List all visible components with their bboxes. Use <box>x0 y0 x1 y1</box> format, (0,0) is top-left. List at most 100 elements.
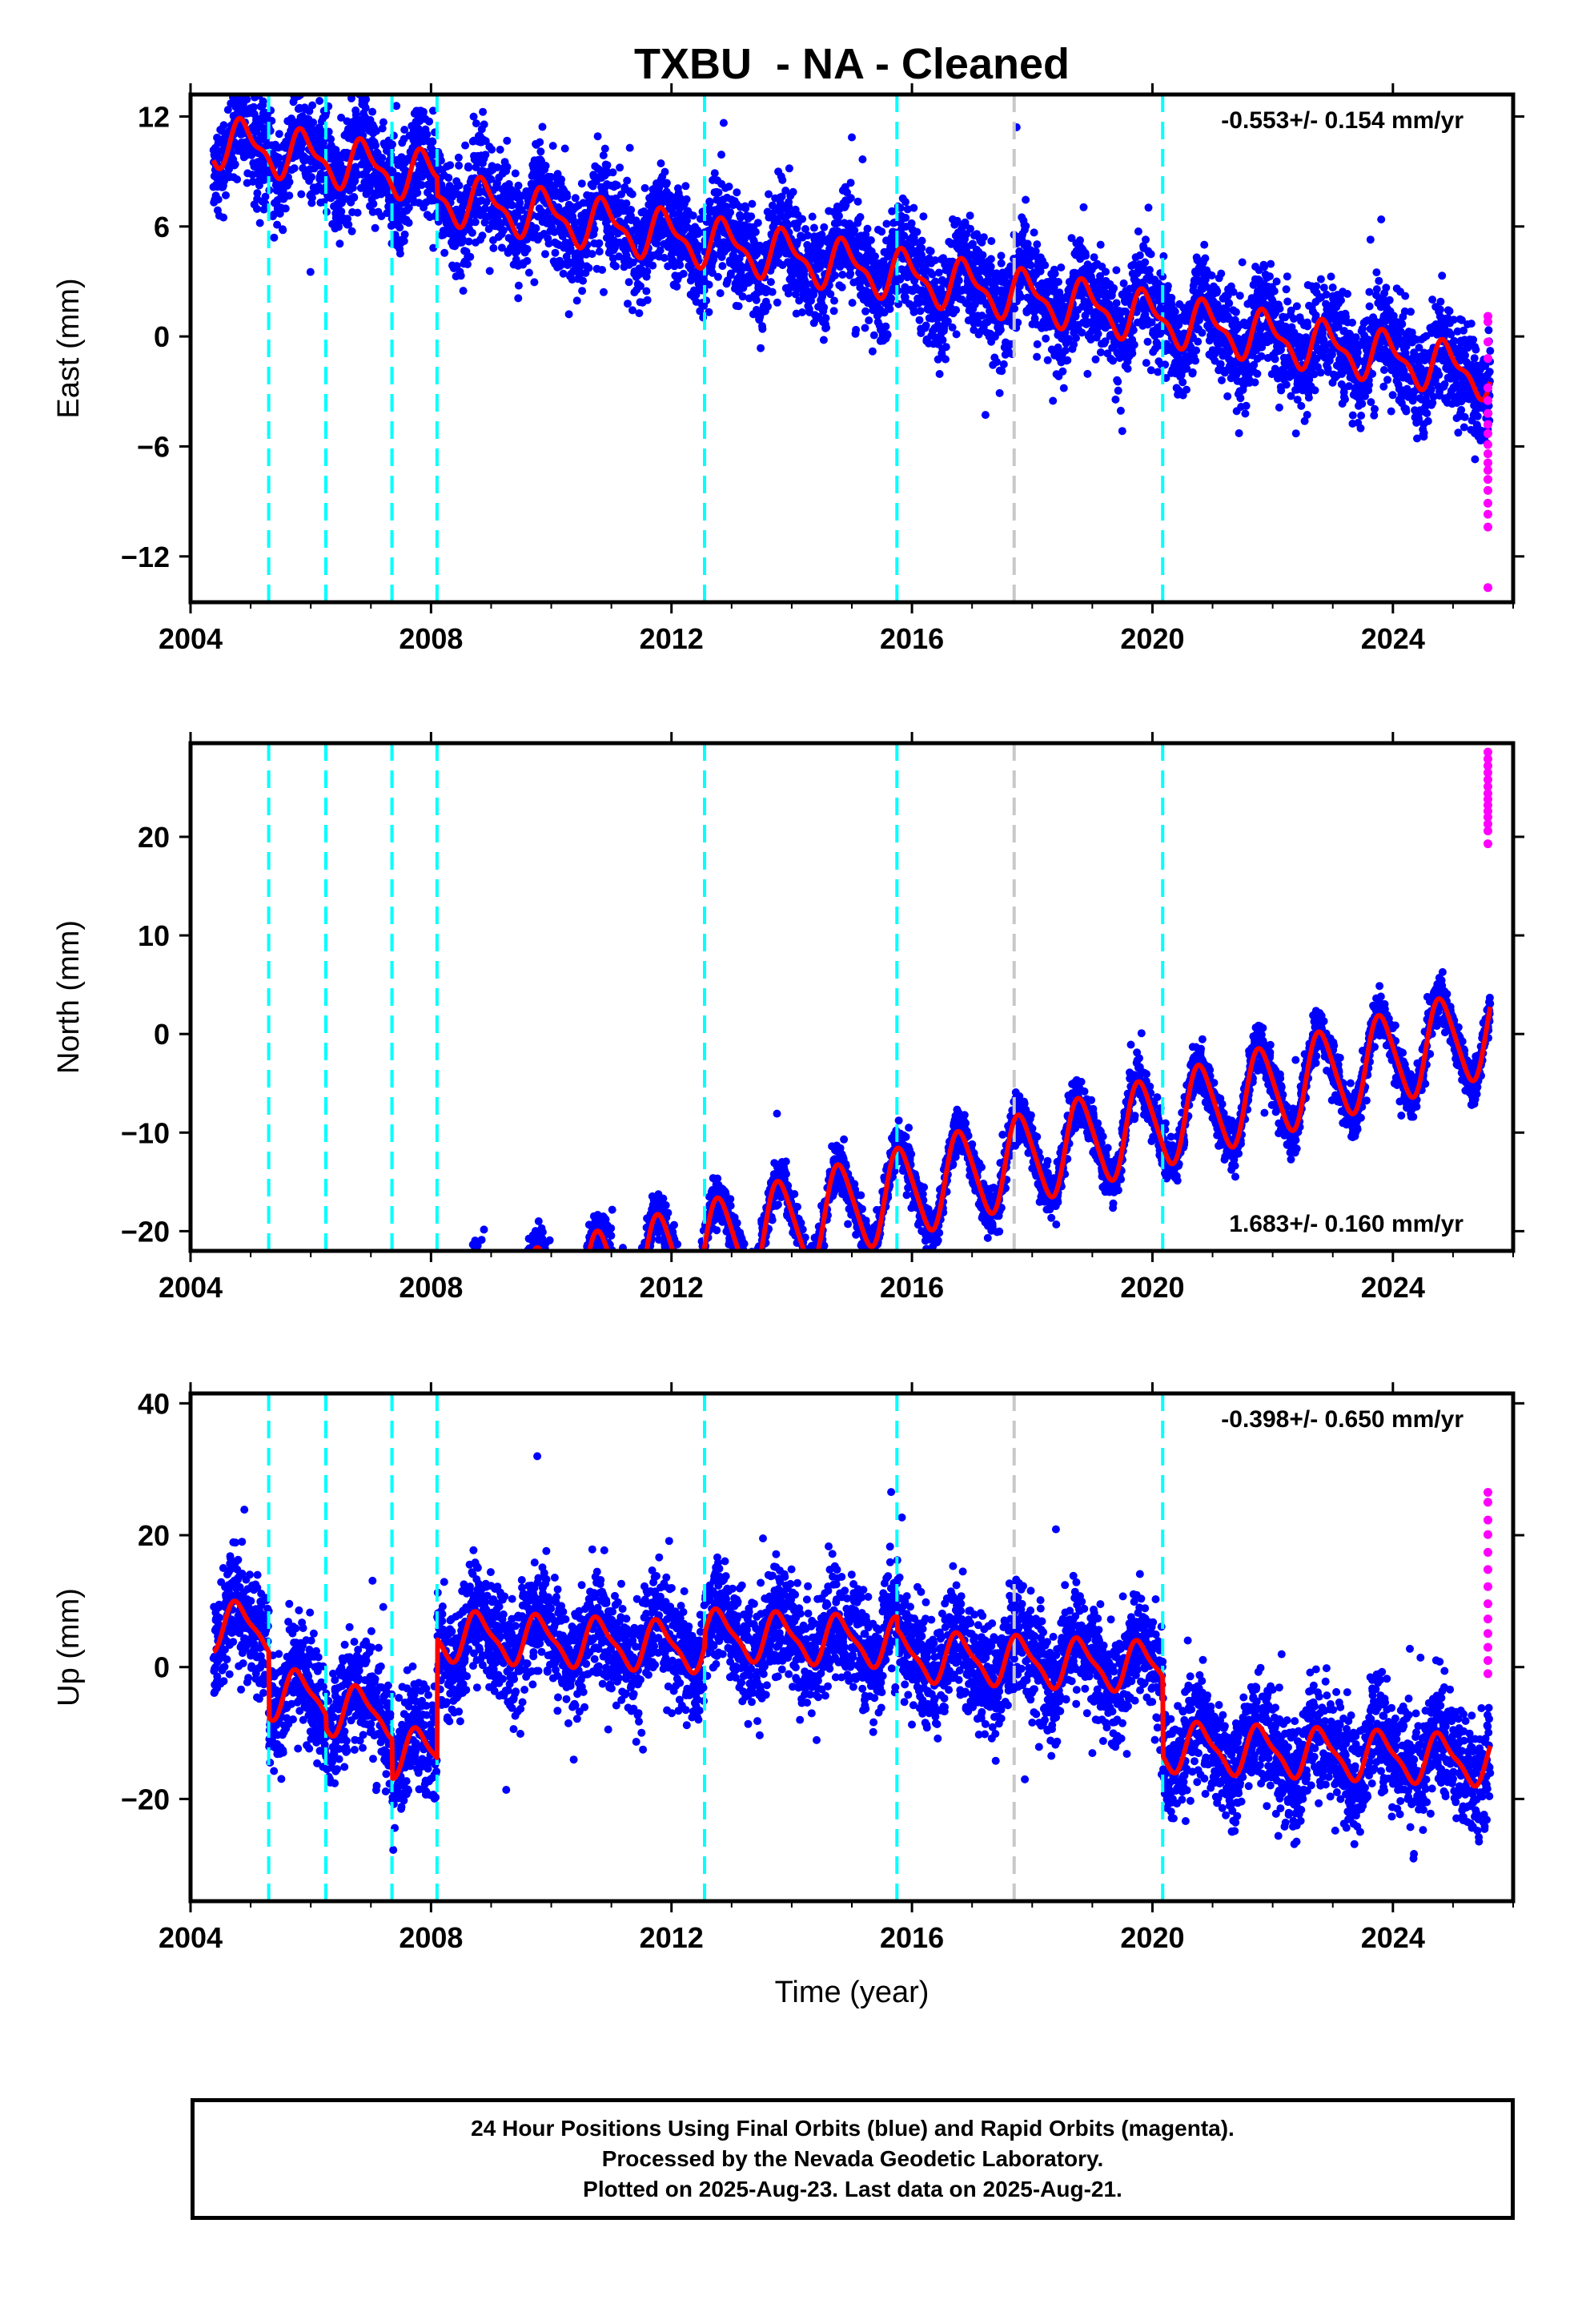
east-final-orbit-point <box>1198 328 1207 337</box>
east-final-orbit-point <box>1145 266 1154 274</box>
east-final-orbit-point <box>741 204 750 213</box>
east-final-orbit-point <box>1054 278 1062 286</box>
east-final-orbit-point <box>1231 308 1240 316</box>
east-final-orbit-point <box>275 153 283 162</box>
east-final-orbit-point <box>361 103 370 112</box>
east-final-orbit-point <box>514 294 523 303</box>
east-final-orbit-point <box>1049 396 1058 405</box>
east-final-orbit-point <box>530 278 539 287</box>
east-final-orbit-point <box>1163 282 1172 291</box>
east-final-orbit-point <box>1043 356 1052 364</box>
east-final-orbit-point <box>830 296 838 305</box>
east-final-orbit-point <box>584 263 593 272</box>
east-final-orbit-point <box>223 106 232 115</box>
east-final-orbit-point <box>423 130 432 139</box>
east-final-orbit-point <box>516 199 524 207</box>
east-final-orbit-point <box>628 190 636 199</box>
east-final-orbit-point <box>350 193 359 202</box>
east-final-orbit-point <box>1129 326 1138 335</box>
east-final-orbit-point <box>417 81 425 89</box>
east-final-orbit-point <box>747 212 756 221</box>
east-final-orbit-point <box>797 308 806 316</box>
east-final-orbit-point <box>255 219 264 227</box>
east-final-orbit-point <box>351 176 359 185</box>
east-final-orbit-point <box>1116 406 1125 415</box>
east-final-orbit-point <box>599 151 608 159</box>
east-final-orbit-point <box>1109 356 1118 365</box>
east-final-orbit-point <box>1112 299 1121 308</box>
east-final-orbit-point <box>253 189 262 198</box>
east-final-orbit-point <box>1170 308 1179 316</box>
east-final-orbit-point <box>869 331 878 340</box>
east-final-orbit-point <box>871 252 879 261</box>
east-final-orbit-point <box>643 296 652 304</box>
east-final-orbit-point <box>461 141 470 150</box>
east-final-orbit-point <box>514 181 523 190</box>
east-final-orbit-point <box>913 227 921 236</box>
east-final-orbit-point <box>237 85 245 93</box>
east-final-orbit-point <box>261 192 270 201</box>
east-final-orbit-point <box>464 260 472 268</box>
east-final-orbit-point <box>858 155 867 163</box>
east-final-orbit-point <box>307 193 316 202</box>
east-final-orbit-point <box>660 254 669 262</box>
east-final-orbit-point <box>337 113 346 122</box>
east-final-orbit-point <box>705 280 713 289</box>
east-final-orbit-point <box>915 316 924 324</box>
east-final-orbit-point <box>1063 356 1072 364</box>
east-final-orbit-point <box>1083 369 1092 378</box>
east-final-orbit-point <box>1235 429 1243 437</box>
east-final-orbit-point <box>1238 258 1247 267</box>
east-final-orbit-point <box>429 107 437 115</box>
east-final-orbit-point <box>997 251 1006 260</box>
east-final-orbit-point <box>1146 250 1155 259</box>
east-final-orbit-point <box>478 231 487 240</box>
east-final-orbit-point <box>748 199 757 208</box>
east-final-orbit-point <box>1030 228 1038 237</box>
east-final-orbit-point <box>1194 337 1203 346</box>
east-final-orbit-point <box>243 95 251 104</box>
east-final-orbit-point <box>909 203 918 212</box>
east-final-orbit-point <box>299 81 307 89</box>
east-final-orbit-point <box>595 247 604 256</box>
east-final-orbit-point <box>233 82 241 90</box>
east-final-orbit-point <box>295 63 303 71</box>
east-final-orbit-point <box>469 112 478 121</box>
east-final-orbit-point <box>1182 385 1191 394</box>
east-final-orbit-point <box>1235 292 1244 300</box>
east-final-orbit-point <box>785 164 793 173</box>
east-final-orbit-point <box>1082 251 1090 260</box>
east-final-orbit-point <box>378 154 387 163</box>
east-final-orbit-point <box>822 324 831 332</box>
east-final-orbit-point <box>656 159 665 167</box>
east-final-orbit-point <box>1096 348 1105 356</box>
east-final-orbit-point <box>235 81 243 89</box>
east-final-orbit-point <box>1111 395 1120 404</box>
east-final-orbit-point <box>978 251 987 259</box>
east-final-orbit-point <box>579 276 588 285</box>
east-final-orbit-point <box>1236 394 1245 403</box>
east-final-orbit-point <box>1059 384 1068 392</box>
east-final-orbit-point <box>400 126 409 134</box>
east-final-orbit-point <box>572 296 581 305</box>
east-final-orbit-point <box>635 309 644 318</box>
east-final-orbit-point <box>926 247 935 255</box>
east-final-orbit-point <box>275 209 284 218</box>
east-final-orbit-point <box>612 262 620 271</box>
east-final-orbit-point <box>766 278 775 287</box>
east-final-orbit-point <box>523 245 532 254</box>
east-final-orbit-point <box>622 199 631 207</box>
east-final-orbit-point <box>725 183 733 191</box>
east-final-orbit-point <box>369 199 378 208</box>
east-final-orbit-point <box>838 271 847 279</box>
east-final-orbit-point <box>593 132 602 141</box>
east-final-orbit-point <box>877 227 886 236</box>
east-final-orbit-point <box>848 133 856 142</box>
east-final-orbit-point <box>459 287 468 296</box>
east-final-orbit-point <box>1110 283 1118 292</box>
east-final-orbit-point <box>773 298 781 307</box>
east-final-orbit-point <box>253 204 261 213</box>
east-final-orbit-point <box>335 223 343 231</box>
east-final-orbit-point <box>388 140 396 149</box>
east-final-orbit-point <box>419 107 428 116</box>
